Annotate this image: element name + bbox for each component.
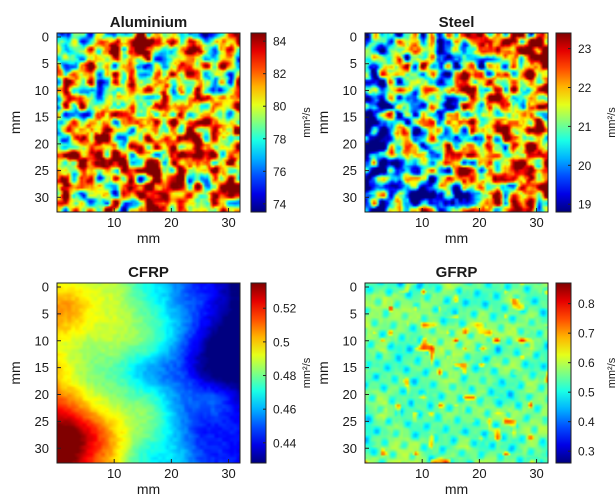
chart-panel: Aluminium 0 5 10 15 20 25 30 10 20 30 mm mm 84 82 80 78 7… bbox=[7, 14, 313, 246]
y-tick-label: 20 bbox=[343, 387, 357, 402]
y-tick-label: 0 bbox=[350, 30, 357, 45]
colorbar-tick-label: 0.44 bbox=[273, 436, 297, 450]
y-tick-label: 10 bbox=[35, 333, 49, 348]
y-tick-label: 20 bbox=[35, 136, 49, 151]
colorbar-unit-label: mm²/s bbox=[606, 107, 616, 138]
plot-frame bbox=[364, 32, 549, 213]
x-tick-label: 20 bbox=[472, 215, 486, 230]
colorbar-tick-label: 19 bbox=[578, 198, 592, 212]
y-tick-label: 25 bbox=[343, 163, 357, 178]
panel-title: Steel bbox=[439, 14, 475, 31]
x-tick-label: 30 bbox=[529, 215, 543, 230]
y-tick-label: 5 bbox=[350, 56, 357, 71]
x-tick-label: 20 bbox=[472, 466, 486, 481]
panel-title: Aluminium bbox=[110, 14, 188, 31]
y-tick-label: 10 bbox=[35, 83, 49, 98]
chart-panel: CFRP 0 5 10 15 20 25 30 10 20 30 mm mm 0.52 0.5 0.48 0.4… bbox=[7, 264, 313, 497]
y-tick-label: 30 bbox=[35, 441, 49, 456]
y-tick-label: 15 bbox=[35, 110, 49, 125]
colorbar-tick-label: 21 bbox=[578, 120, 592, 134]
y-axis-label: mm bbox=[315, 361, 331, 384]
colorbar-tick-label: 0.8 bbox=[578, 297, 595, 311]
colorbar-tick-label: 76 bbox=[273, 165, 287, 179]
y-tick-label: 0 bbox=[42, 280, 49, 295]
colorbar-tick-label: 0.5 bbox=[273, 335, 290, 349]
colorbar-tick-label: 23 bbox=[578, 42, 592, 56]
x-tick-label: 10 bbox=[415, 466, 429, 481]
y-axis-label: mm bbox=[7, 361, 23, 384]
x-tick-label: 10 bbox=[107, 215, 121, 230]
colorbar bbox=[555, 32, 572, 213]
colorbar-unit-label: mm²/s bbox=[301, 357, 313, 388]
colorbar-unit-label: mm²/s bbox=[301, 107, 313, 138]
colorbar-tick-label: 82 bbox=[273, 67, 287, 81]
colorbar-tick-label: 0.6 bbox=[578, 356, 595, 370]
x-axis-label: mm bbox=[137, 230, 160, 246]
y-tick-label: 15 bbox=[343, 110, 357, 125]
colorbar-tick-label: 80 bbox=[273, 100, 287, 114]
plot-frame bbox=[56, 282, 241, 464]
y-tick-label: 20 bbox=[35, 387, 49, 402]
panel-title: CFRP bbox=[128, 264, 169, 281]
x-axis-label: mm bbox=[445, 481, 468, 497]
colorbar-tick-label: 0.3 bbox=[578, 445, 595, 459]
x-tick-label: 10 bbox=[107, 466, 121, 481]
y-tick-label: 30 bbox=[343, 190, 357, 205]
x-tick-label: 30 bbox=[221, 466, 235, 481]
colorbar-tick-label: 0.52 bbox=[273, 302, 297, 316]
colorbar-tick-label: 22 bbox=[578, 81, 592, 95]
colorbar-tick-label: 74 bbox=[273, 197, 287, 211]
y-tick-label: 25 bbox=[35, 414, 49, 429]
colorbar-unit-label: mm²/s bbox=[606, 357, 616, 388]
colorbar bbox=[250, 282, 267, 464]
y-tick-label: 30 bbox=[35, 190, 49, 205]
y-tick-label: 25 bbox=[343, 414, 357, 429]
x-tick-label: 20 bbox=[164, 215, 178, 230]
x-tick-label: 30 bbox=[221, 215, 235, 230]
heatmap-image bbox=[365, 283, 548, 463]
y-tick-label: 25 bbox=[35, 163, 49, 178]
colorbar-tick-label: 20 bbox=[578, 159, 592, 173]
y-tick-label: 10 bbox=[343, 83, 357, 98]
colorbar bbox=[555, 282, 572, 464]
colorbar-tick-label: 78 bbox=[273, 132, 287, 146]
colorbar-tick-label: 0.4 bbox=[578, 415, 595, 429]
y-tick-label: 10 bbox=[343, 333, 357, 348]
chart-panel: Steel 0 5 10 15 20 25 30 10 20 30 mm mm 23 22 21 20 19 mm²… bbox=[315, 14, 616, 246]
y-tick-label: 0 bbox=[42, 30, 49, 45]
x-tick-label: 10 bbox=[415, 215, 429, 230]
heatmap-image bbox=[57, 33, 240, 212]
colorbar bbox=[250, 32, 267, 213]
colorbar-tick-label: 0.7 bbox=[578, 327, 595, 341]
y-axis-label: mm bbox=[315, 111, 331, 134]
heatmap-image bbox=[365, 33, 548, 212]
colorbar-tick-label: 84 bbox=[273, 35, 287, 49]
x-tick-label: 20 bbox=[164, 466, 178, 481]
plot-frame bbox=[56, 32, 241, 213]
y-tick-label: 0 bbox=[350, 280, 357, 295]
chart-panel: GFRP 0 5 10 15 20 25 30 10 20 30 mm mm 0.8 0.7 0.6 0.5 0.… bbox=[315, 264, 616, 497]
y-tick-label: 5 bbox=[42, 306, 49, 321]
x-axis-label: mm bbox=[445, 230, 468, 246]
y-tick-label: 30 bbox=[343, 441, 357, 456]
colorbar-tick-label: 0.48 bbox=[273, 369, 297, 383]
colorbar-tick-label: 0.5 bbox=[578, 386, 595, 400]
y-tick-label: 5 bbox=[42, 56, 49, 71]
colorbar-tick-label: 0.46 bbox=[273, 403, 297, 417]
y-tick-label: 5 bbox=[350, 306, 357, 321]
x-tick-label: 30 bbox=[529, 466, 543, 481]
x-axis-label: mm bbox=[137, 481, 160, 497]
y-tick-label: 20 bbox=[343, 136, 357, 151]
plot-frame bbox=[364, 282, 549, 464]
panel-title: GFRP bbox=[436, 264, 478, 281]
y-axis-label: mm bbox=[7, 111, 23, 134]
heatmap-image bbox=[57, 283, 240, 463]
y-tick-label: 15 bbox=[35, 360, 49, 375]
y-tick-label: 15 bbox=[343, 360, 357, 375]
